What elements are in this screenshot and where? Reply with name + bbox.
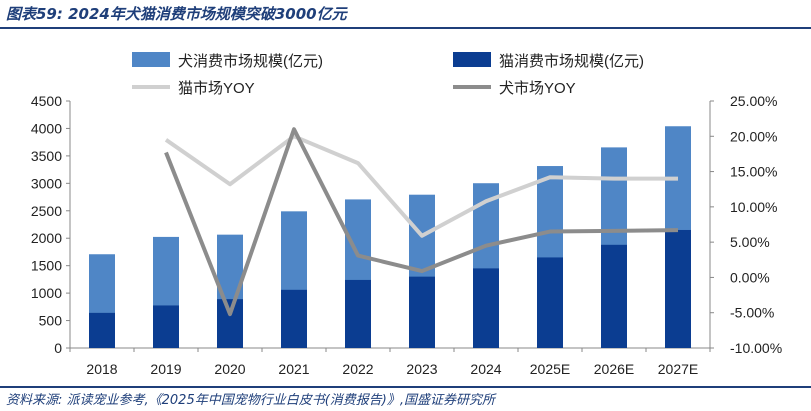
left-tick-label: 500 xyxy=(39,313,63,329)
cat-market-bar xyxy=(537,257,563,348)
x-tick-label: 2018 xyxy=(86,361,117,377)
source-note: 资料来源: 派读宠业参考,《2025年中国宠物行业白皮书(消费报告)》,国盛证券… xyxy=(6,393,496,408)
x-tick-label: 2027E xyxy=(658,361,698,377)
cat-market-bar xyxy=(665,229,691,348)
dog-yoy-line xyxy=(164,127,679,317)
x-tick-label: 2019 xyxy=(150,361,181,377)
right-tick-label: -10.00% xyxy=(730,340,782,356)
x-tick-label: 2026E xyxy=(594,361,634,377)
cat-market-bar xyxy=(217,299,243,348)
x-tick-label: 2025E xyxy=(530,361,570,377)
left-tick-label: 1000 xyxy=(31,285,62,301)
x-tick-label: 2020 xyxy=(214,361,245,377)
legend-dog-market-swatch xyxy=(132,52,170,67)
right-tick-label: 25.00% xyxy=(730,93,777,109)
bars xyxy=(89,126,691,348)
x-tick-label: 2023 xyxy=(406,361,437,377)
cat-market-bar xyxy=(153,305,179,348)
cat-market-bar xyxy=(409,276,435,348)
cat-market-bar xyxy=(473,268,499,348)
cat-market-bar xyxy=(89,312,115,348)
cat-market-bar xyxy=(601,244,627,348)
cat-market-bar xyxy=(281,289,307,348)
legend-cat-market-swatch xyxy=(453,52,491,67)
x-tick-label: 2021 xyxy=(278,361,309,377)
x-tick-label: 2022 xyxy=(342,361,373,377)
left-tick-label: 0 xyxy=(54,340,62,356)
chart: 犬消费市场规模(亿元) 猫消费市场规模(亿元) 猫市场YOY 犬市场YOY 0 500 1… xyxy=(31,52,782,377)
right-tick-label: 10.00% xyxy=(730,199,777,215)
x-tick-label: 2024 xyxy=(470,361,501,377)
legend-cat-yoy-label: 猫市场YOY xyxy=(178,80,255,97)
left-tick-label: 3000 xyxy=(31,175,62,191)
cat-market-bar xyxy=(345,279,371,348)
right-axis: -10.00% -5.00% 0.00% 5.00% 10.00% 15.00% 20.00… xyxy=(709,93,782,356)
legend: 犬消费市场规模(亿元) 猫消费市场规模(亿元) 猫市场YOY 犬市场YOY xyxy=(132,52,644,97)
left-tick-label: 4500 xyxy=(31,93,62,109)
right-tick-label: 15.00% xyxy=(730,164,777,180)
title-rule xyxy=(0,27,811,29)
footer-rule xyxy=(0,386,811,388)
left-axis: 0 500 1000 1500 2000 2500 3000 3500 4000 4500 xyxy=(31,93,71,356)
left-tick-label: 2500 xyxy=(31,203,62,219)
right-tick-label: 0.00% xyxy=(730,269,770,285)
left-tick-label: 3500 xyxy=(31,148,62,164)
right-tick-label: -5.00% xyxy=(730,305,774,321)
yoy-lines xyxy=(164,127,679,317)
cat-yoy-line xyxy=(164,134,678,238)
right-tick-label: 5.00% xyxy=(730,234,770,250)
legend-dog-market-label: 犬消费市场规模(亿元) xyxy=(178,53,323,70)
right-tick-label: 20.00% xyxy=(730,128,777,144)
legend-dog-yoy-label: 犬市场YOY xyxy=(499,80,576,97)
left-tick-label: 1500 xyxy=(31,258,62,274)
left-tick-label: 2000 xyxy=(31,230,62,246)
page-title: 图表59: 2024年犬猫消费市场规模突破3000亿元 xyxy=(6,5,347,23)
legend-cat-market-label: 猫消费市场规模(亿元) xyxy=(499,53,644,70)
x-axis: 2018 2019 2020 2021 2022 2023 2024 2025E 2026E 20… xyxy=(69,347,711,377)
left-tick-label: 4000 xyxy=(31,120,62,136)
